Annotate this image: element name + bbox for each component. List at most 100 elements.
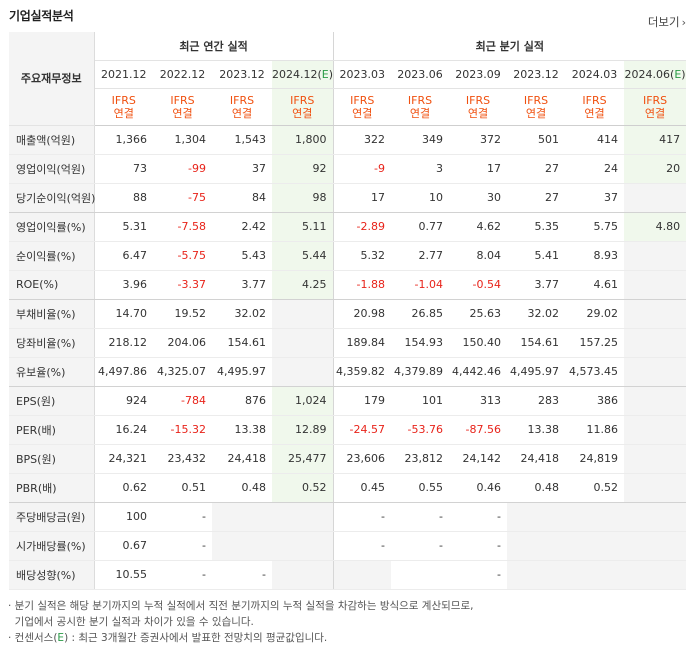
table-cell: - xyxy=(449,560,508,590)
table-cell: 101 xyxy=(391,386,450,416)
table-cell: 92 xyxy=(272,154,334,184)
table-cell: 322 xyxy=(332,125,392,155)
period-header: 2024.03 xyxy=(565,60,625,89)
table-cell: -3.37 xyxy=(153,270,212,300)
table-cell: 73 xyxy=(94,154,153,184)
table-cell xyxy=(624,560,687,590)
table-cell: 4,573.45 xyxy=(565,357,625,387)
table-cell: 283 xyxy=(507,386,566,416)
footnote-1: · 분기 실적은 해당 분기까지의 누적 실적에서 직전 분기까지의 누적 실적… xyxy=(8,600,474,612)
basis-header: IFRS 연결 xyxy=(507,88,566,126)
row-label: 영업이익률(%) xyxy=(9,212,95,242)
table-row: 순이익률(%) 6.47 -5.75 5.43 5.44 5.32 2.77 8.04 5.41… xyxy=(9,241,687,271)
table-cell: 25,477 xyxy=(272,444,334,474)
table-cell: -784 xyxy=(153,386,212,416)
table-cell: 27 xyxy=(507,183,566,213)
table-cell xyxy=(565,560,625,590)
more-link[interactable]: 더보기 › xyxy=(648,14,686,30)
row-label: 매출액(억원) xyxy=(9,125,95,155)
period-header-row: 2021.12 2022.12 2023.12 2024.12(E) 2023.03 20… xyxy=(9,60,687,89)
table-cell: 5.75 xyxy=(565,212,625,242)
table-cell: 5.31 xyxy=(94,212,153,242)
table-cell: 37 xyxy=(212,154,272,184)
table-cell xyxy=(624,444,687,474)
period-header: 2023.12 xyxy=(507,60,566,89)
table-cell: - xyxy=(332,531,392,561)
table-cell: - xyxy=(153,531,212,561)
period-header: 2022.12 xyxy=(153,60,212,89)
table-cell: -1.04 xyxy=(391,270,450,300)
table-cell: 3.77 xyxy=(507,270,566,300)
basis-header: IFRS 연결 xyxy=(94,88,153,126)
table-cell: 349 xyxy=(391,125,450,155)
table-cell xyxy=(624,328,687,358)
table-cell: 5.43 xyxy=(212,241,272,271)
table-cell: 12.89 xyxy=(272,415,334,445)
table-cell: - xyxy=(212,560,272,590)
table-cell: -24.57 xyxy=(332,415,392,445)
table-row: 매출액(억원) 1,366 1,304 1,543 1,800 322 349 372 501 4… xyxy=(9,125,687,155)
period-header: 2023.09 xyxy=(449,60,508,89)
table-cell: 204.06 xyxy=(153,328,212,358)
table-cell: 14.70 xyxy=(94,299,153,329)
table-cell: -53.76 xyxy=(391,415,450,445)
table-cell: 4.80 xyxy=(624,212,687,242)
table-cell: 4,359.82 xyxy=(332,357,392,387)
row-label: 주당배당금(원) xyxy=(9,502,95,532)
table-cell: -0.54 xyxy=(449,270,508,300)
table-cell: 24,418 xyxy=(212,444,272,474)
table-cell: 0.67 xyxy=(94,531,153,561)
table-cell: - xyxy=(153,502,212,532)
table-cell: 8.04 xyxy=(449,241,508,271)
table-cell: 17 xyxy=(332,183,392,213)
table-cell: -7.58 xyxy=(153,212,212,242)
table-cell xyxy=(624,183,687,213)
table-cell: 414 xyxy=(565,125,625,155)
basis-header: IFRS 연결 xyxy=(449,88,508,126)
table-cell: 0.77 xyxy=(391,212,450,242)
table-cell: 501 xyxy=(507,125,566,155)
table-cell: - xyxy=(449,502,508,532)
basis-header: IFRS 연결 xyxy=(332,88,392,126)
footnote-2: 기업에서 공시한 분기 실적과 차이가 있을 수 있습니다. xyxy=(8,616,254,628)
row-label: ROE(%) xyxy=(9,270,95,300)
table-cell: -2.89 xyxy=(332,212,392,242)
table-cell: 8.93 xyxy=(565,241,625,271)
table-cell: 88 xyxy=(94,183,153,213)
table-cell: 26.85 xyxy=(391,299,450,329)
table-row: EPS(원) 924 -784 876 1,024 179 101 313 283 386 xyxy=(9,386,687,416)
table-cell: 19.52 xyxy=(153,299,212,329)
table-cell xyxy=(565,502,625,532)
table-row: 배당성향(%) 10.55- - - xyxy=(9,560,687,590)
table-cell: 0.55 xyxy=(391,473,450,503)
table-cell: 1,024 xyxy=(272,386,334,416)
table-row: 당기순이익(억원) 88 -75 84 98 17 10 30 27 37 xyxy=(9,183,687,213)
table-cell xyxy=(565,531,625,561)
table-cell: 5.44 xyxy=(272,241,334,271)
table-cell xyxy=(624,473,687,503)
table-cell xyxy=(391,560,450,590)
table-cell: 32.02 xyxy=(212,299,272,329)
table-row: 주당배당금(원) 100- - - - xyxy=(9,502,687,532)
table-cell: 24 xyxy=(565,154,625,184)
table-cell xyxy=(624,502,687,532)
table-cell: 372 xyxy=(449,125,508,155)
table-cell xyxy=(507,502,566,532)
table-cell: 0.48 xyxy=(507,473,566,503)
basis-header-row: IFRS 연결 IFRS 연결 IFRS 연결 IFRS 연결 IFRS 연결 IFRS 연결 IFRS… xyxy=(9,88,687,126)
table-cell xyxy=(624,270,687,300)
financial-table: 주요재무정보 최근 연간 실적 최근 분기 실적 2021.12 2022.12 2… xyxy=(9,32,687,590)
table-cell: 17 xyxy=(449,154,508,184)
table-cell: 98 xyxy=(272,183,334,213)
table-cell: 25.63 xyxy=(449,299,508,329)
table-cell: 30 xyxy=(449,183,508,213)
table-cell: 0.46 xyxy=(449,473,508,503)
row-label: 유보율(%) xyxy=(9,357,95,387)
table-cell: 154.61 xyxy=(212,328,272,358)
table-cell: 218.12 xyxy=(94,328,153,358)
table-cell: 157.25 xyxy=(565,328,625,358)
table-cell xyxy=(272,357,334,387)
table-cell: 4,325.07 xyxy=(153,357,212,387)
table-cell: 179 xyxy=(332,386,392,416)
